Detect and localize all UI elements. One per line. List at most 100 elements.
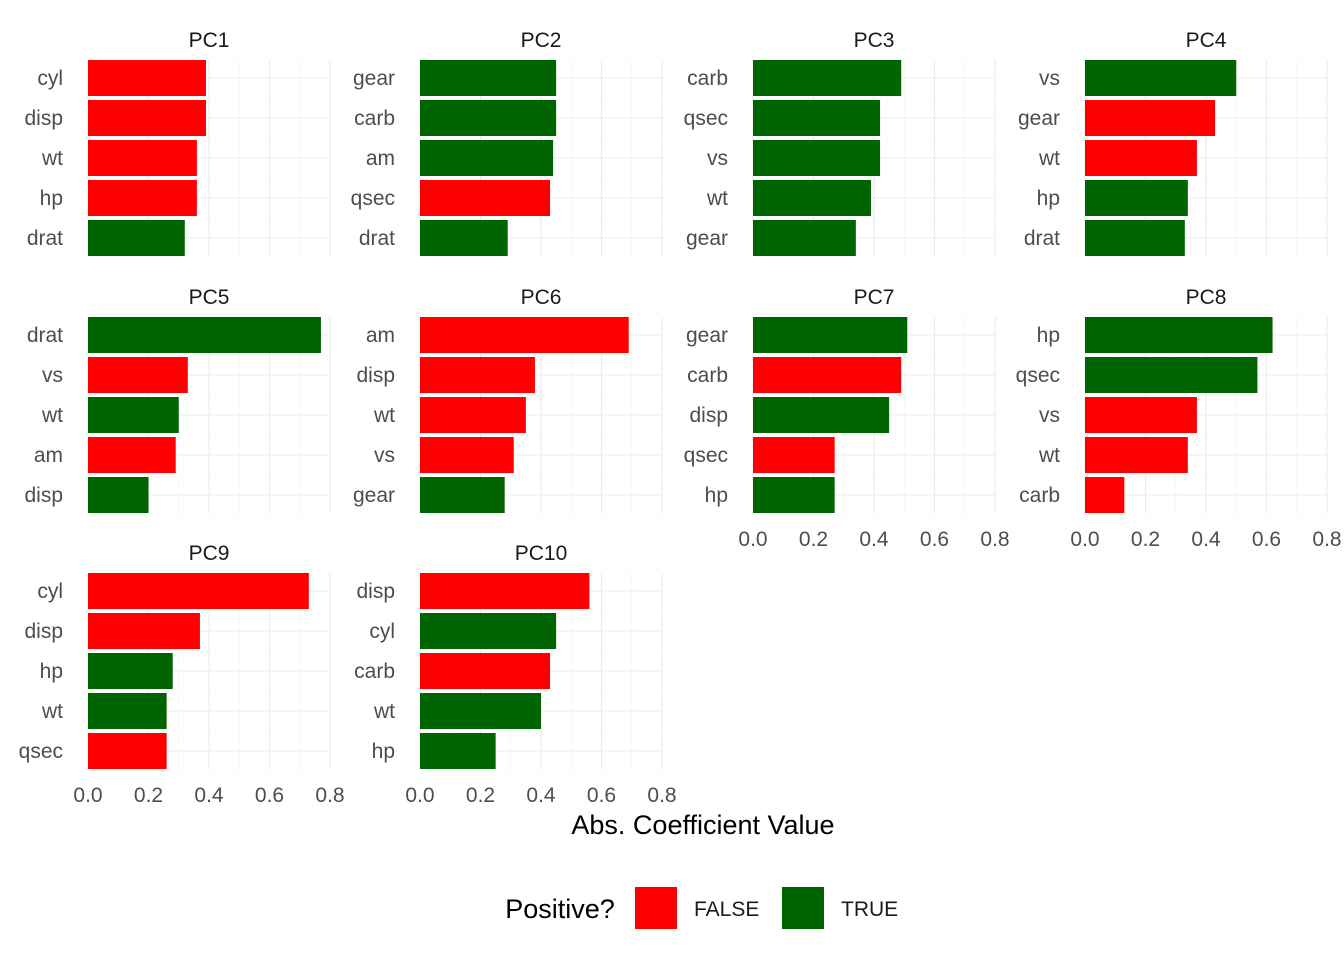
panel-pc3: PC3 carb qsec vs wt gear (684, 29, 996, 259)
y-tick-label: wt (1038, 444, 1060, 467)
panel-pc2: PC2 gear carb am qsec drat (351, 29, 663, 259)
bar-cyl (88, 60, 206, 96)
bar-wt (88, 140, 197, 176)
bar-wt (88, 693, 167, 729)
y-tick-label: gear (353, 67, 395, 90)
y-tick-label: drat (27, 324, 63, 347)
y-tick-label: am (34, 444, 63, 467)
panel-pc8: PC8 hp qsec vs wt carb 0.0 0.2 0.4 0.6 0.8 (1016, 286, 1342, 551)
y-tick-label: carb (687, 67, 728, 90)
panel-title: PC10 (515, 542, 568, 565)
y-tick-label: qsec (19, 740, 63, 763)
bar-drat (420, 220, 508, 256)
x-tick-label: 0.4 (194, 784, 224, 807)
x-tick-label: 0.0 (1070, 528, 1099, 551)
bar-vs (88, 357, 188, 393)
y-tick-label: disp (356, 580, 395, 603)
panel-title: PC7 (854, 286, 895, 309)
y-tick-label: hp (1037, 324, 1060, 347)
bar-disp (88, 613, 200, 649)
y-tick-label: gear (686, 324, 728, 347)
x-tick-label: 0.6 (255, 784, 284, 807)
x-tick-label: 0.6 (1252, 528, 1281, 551)
y-tick-label: drat (27, 227, 63, 250)
x-tick-label: 0.6 (587, 784, 616, 807)
panel-pc1: PC1 cyl disp wt hp drat (24, 29, 331, 259)
y-tick-label: hp (372, 740, 395, 763)
x-tick-label: 0.8 (1312, 528, 1341, 551)
y-tick-label: qsec (684, 444, 728, 467)
bar-carb (420, 100, 557, 136)
legend: Positive? FALSE TRUE (505, 887, 898, 929)
y-tick-label: vs (1039, 404, 1060, 427)
y-tick-label: vs (374, 444, 395, 467)
y-tick-label: am (366, 147, 395, 170)
x-tick-label: 0.4 (1191, 528, 1221, 551)
x-tick-label: 0.6 (920, 528, 949, 551)
bar-gear (1085, 100, 1216, 136)
bar-qsec (1085, 357, 1258, 393)
bar-carb (753, 60, 902, 96)
panel-title: PC6 (521, 286, 562, 309)
bar-disp (420, 357, 535, 393)
panel-title: PC4 (1186, 29, 1227, 52)
bar-carb (753, 357, 902, 393)
y-tick-label: drat (1024, 227, 1060, 250)
bar-drat (1085, 220, 1185, 256)
y-tick-label: qsec (684, 107, 728, 130)
bar-am (420, 317, 629, 353)
bar-disp (88, 100, 206, 136)
panel-title: PC1 (189, 29, 230, 52)
x-tick-label: 0.2 (799, 528, 828, 551)
panel-pc5: PC5 drat vs wt am disp (24, 286, 331, 516)
y-tick-label: cyl (37, 67, 63, 90)
y-tick-label: wt (41, 404, 63, 427)
facet-panels: PC1 cyl disp wt hp drat PC2 gear carb am qsec drat P… (19, 29, 1342, 807)
bar-hp (88, 653, 173, 689)
y-tick-label: disp (24, 484, 63, 507)
bar-wt (88, 397, 179, 433)
panel-title: PC2 (521, 29, 562, 52)
y-tick-label: disp (24, 620, 63, 643)
y-tick-label: gear (686, 227, 728, 250)
bar-qsec (753, 100, 881, 136)
panel-title: PC5 (189, 286, 230, 309)
bar-wt (420, 397, 526, 433)
bar-vs (420, 437, 514, 473)
x-tick-label: 0.0 (738, 528, 767, 551)
y-tick-label: drat (359, 227, 395, 250)
x-tick-label: 0.0 (405, 784, 434, 807)
bar-cyl (88, 573, 309, 609)
bar-hp (420, 733, 496, 769)
y-tick-label: carb (687, 364, 728, 387)
legend-label-false: FALSE (694, 898, 759, 921)
panel-title: PC8 (1186, 286, 1227, 309)
bar-disp (88, 477, 149, 513)
y-tick-label: gear (353, 484, 395, 507)
bar-gear (753, 220, 856, 256)
y-tick-label: carb (354, 107, 395, 130)
panel-pc10: PC10 disp cyl carb wt hp 0.0 0.2 0.4 0.6 0.8 (354, 542, 676, 807)
y-tick-label: qsec (1016, 364, 1060, 387)
x-tick-label: 0.8 (315, 784, 344, 807)
y-tick-label: carb (1019, 484, 1060, 507)
bar-qsec (88, 733, 167, 769)
bar-hp (1085, 180, 1188, 216)
bar-am (88, 437, 176, 473)
y-tick-label: hp (40, 187, 63, 210)
y-tick-label: vs (1039, 67, 1060, 90)
y-tick-label: am (366, 324, 395, 347)
y-tick-label: carb (354, 660, 395, 683)
legend-title: Positive? (505, 894, 615, 924)
legend-label-true: TRUE (841, 898, 898, 921)
y-tick-label: cyl (369, 620, 395, 643)
bar-carb (420, 653, 551, 689)
bar-hp (1085, 317, 1273, 353)
panel-pc4: PC4 vs gear wt hp drat (1018, 29, 1328, 259)
bar-wt (1085, 437, 1188, 473)
panel-pc7: PC7 gear carb disp qsec hp 0.0 0.2 0.4 0.6 0.8 (684, 286, 1010, 551)
x-tick-label: 0.2 (466, 784, 495, 807)
bar-drat (88, 317, 321, 353)
y-tick-label: wt (373, 404, 395, 427)
